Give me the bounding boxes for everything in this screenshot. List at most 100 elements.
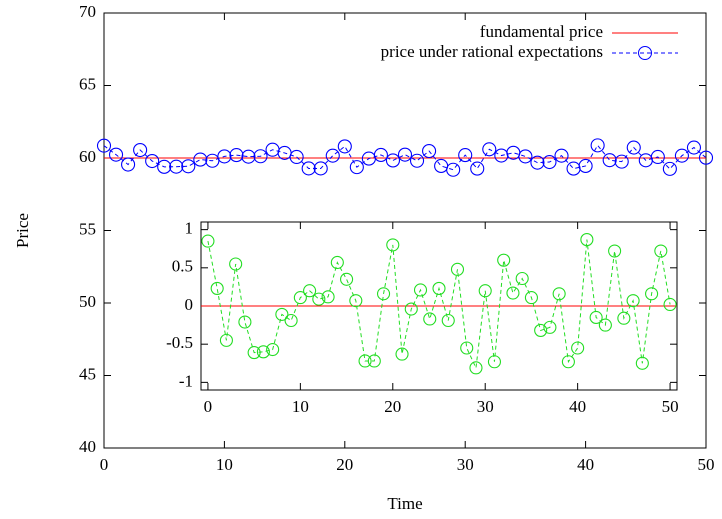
data-point [229, 257, 243, 271]
data-point [219, 333, 233, 347]
data-point [460, 341, 474, 355]
data-point [470, 161, 485, 176]
data-point [602, 153, 617, 168]
data-point [217, 149, 232, 164]
data-point [313, 161, 328, 176]
data-point [608, 244, 622, 258]
data-point [337, 139, 352, 154]
data-point [534, 323, 548, 337]
data-point [340, 272, 354, 286]
data-point [256, 345, 270, 359]
series-line [103, 144, 707, 171]
data-point [552, 287, 566, 301]
data-point [210, 281, 224, 295]
y-tick-label: 40 [79, 437, 96, 456]
data-point [650, 149, 665, 165]
series-line [207, 239, 671, 370]
data-point [598, 318, 612, 332]
data-point [614, 154, 629, 169]
data-point [395, 347, 409, 361]
data-point [238, 315, 252, 329]
data-point [626, 140, 641, 155]
data-point [422, 143, 437, 159]
data-point [376, 287, 391, 301]
data-point [241, 149, 256, 164]
y-tick-label: -0.5 [166, 333, 193, 352]
data-point [145, 153, 160, 169]
data-point [358, 354, 372, 368]
data-point [312, 292, 326, 306]
data-point [686, 140, 702, 155]
data-point [266, 342, 280, 357]
data-point [654, 244, 668, 258]
data-point [108, 147, 124, 162]
x-tick-label: 20 [384, 397, 401, 416]
data-point [301, 161, 316, 176]
data-point [303, 284, 317, 298]
data-point [482, 142, 497, 157]
y-tick-label: 0.5 [172, 257, 193, 276]
data-point [571, 341, 585, 355]
data-point [530, 155, 545, 170]
plot-frame [103, 12, 707, 449]
data-point [580, 233, 594, 247]
data-point [385, 153, 401, 168]
data-point [121, 157, 136, 172]
y-tick-label: -1 [179, 371, 193, 390]
x-tick-label: 50 [698, 455, 715, 474]
data-point [349, 160, 364, 175]
data-point [497, 253, 511, 267]
data-point [518, 149, 533, 164]
x-tick-label: 50 [662, 397, 679, 416]
data-point [662, 161, 677, 176]
data-point [253, 149, 268, 164]
data-point [617, 311, 631, 325]
data-point [133, 142, 148, 158]
data-point [663, 297, 677, 312]
data-point [386, 238, 400, 252]
x-axis-label: Time [387, 494, 422, 513]
data-point [397, 147, 413, 162]
data-point [542, 155, 557, 170]
data-point [293, 291, 307, 305]
data-point [506, 286, 520, 300]
data-point [589, 310, 603, 325]
data-point [645, 287, 659, 301]
data-point [367, 354, 381, 368]
data-point [554, 148, 569, 163]
data-point [626, 294, 640, 308]
data-point [275, 307, 289, 321]
x-tick-label: 10 [292, 397, 309, 416]
data-point [96, 138, 112, 153]
x-tick-label: 0 [204, 397, 213, 416]
data-point [487, 355, 502, 369]
data-point [247, 346, 261, 360]
data-point [543, 320, 557, 334]
data-point [289, 149, 304, 165]
data-point [409, 153, 425, 168]
data-point [458, 148, 473, 163]
data-point [373, 147, 388, 163]
data-point [506, 145, 521, 160]
data-point [423, 312, 437, 326]
legend-label: fundamental price [480, 22, 603, 41]
data-point [478, 284, 492, 298]
data-point [524, 291, 538, 305]
data-point [330, 255, 344, 270]
y-tick-label: 0 [185, 295, 194, 314]
data-point [229, 148, 244, 163]
data-point [434, 158, 449, 174]
y-tick-label: 50 [79, 292, 96, 311]
data-point [561, 355, 575, 369]
data-point [157, 159, 172, 174]
data-point [325, 148, 340, 163]
x-tick-label: 10 [216, 455, 233, 474]
legend-marker [638, 46, 652, 60]
data-point [635, 356, 649, 370]
y-tick-label: 45 [79, 364, 96, 383]
data-point [441, 313, 455, 328]
data-point [404, 302, 418, 316]
data-point [578, 158, 593, 174]
data-point [432, 281, 446, 295]
